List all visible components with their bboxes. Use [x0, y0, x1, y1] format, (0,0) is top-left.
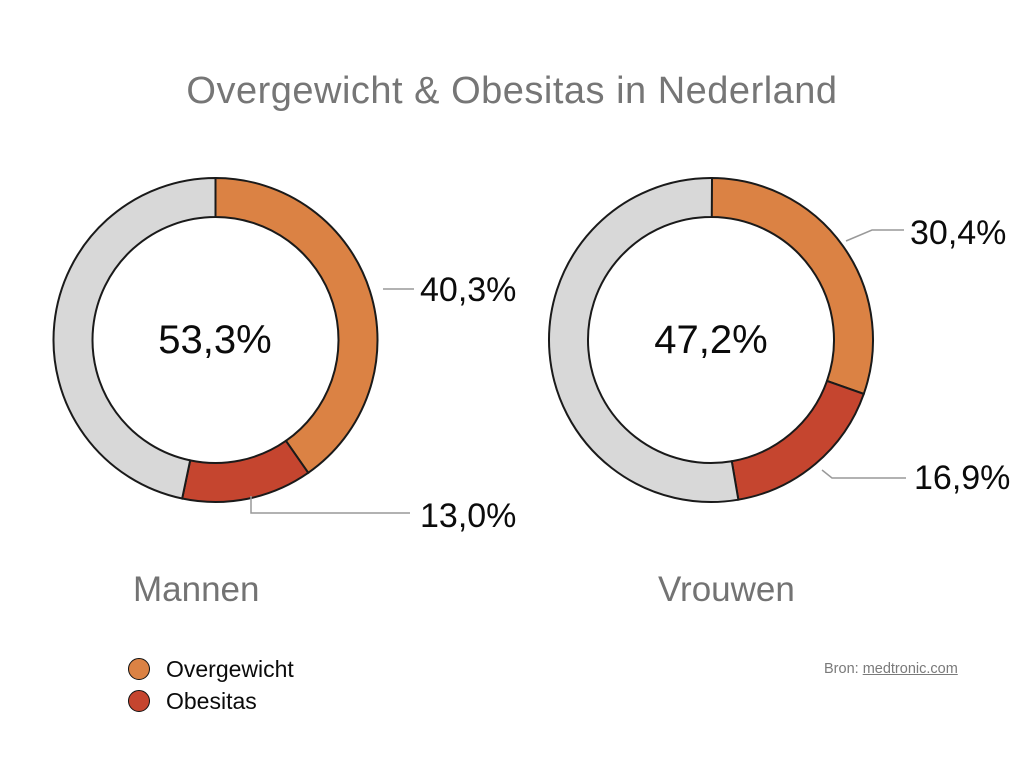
source-prefix: Bron:: [824, 661, 863, 677]
callout-line-vrouwen-obesitas: [821, 469, 906, 479]
obesitas-swatch-icon: [128, 690, 150, 712]
mannen-overgewicht-label: 40,3%: [420, 271, 517, 309]
donut-mannen-segment-rest: [52, 176, 217, 500]
legend: Overgewicht Obesitas: [128, 656, 294, 720]
legend-row-obesitas: Obesitas: [128, 688, 294, 714]
legend-label-overgewicht: Overgewicht: [166, 656, 294, 682]
source-link[interactable]: medtronic.com: [862, 661, 958, 677]
donut-vrouwen-segment-rest: [548, 177, 740, 503]
callout-line-mannen-obesitas: [250, 496, 410, 514]
mannen-title: Mannen: [133, 570, 260, 609]
vrouwen-overgewicht-label: 30,4%: [910, 214, 1007, 252]
legend-label-obesitas: Obesitas: [166, 688, 257, 714]
mannen-center-value: 53,3%: [158, 318, 272, 362]
callout-line-vrouwen-overgewicht: [845, 229, 904, 242]
vrouwen-center-value: 47,2%: [654, 318, 768, 362]
donut-mannen-segment-overgewicht: [214, 176, 379, 475]
vrouwen-title: Vrouwen: [658, 570, 795, 609]
donut-mannen-segment-obesitas: [180, 439, 310, 503]
vrouwen-obesitas-label: 16,9%: [914, 459, 1011, 497]
overgewicht-swatch-icon: [128, 658, 150, 680]
source-attribution: Bron: medtronic.com: [824, 661, 958, 677]
donut-vrouwen-segment-obesitas: [730, 379, 866, 501]
mannen-obesitas-label: 13,0%: [420, 497, 517, 535]
legend-row-overgewicht: Overgewicht: [128, 656, 294, 682]
chart-title: Overgewicht & Obesitas in Nederland: [186, 70, 838, 112]
